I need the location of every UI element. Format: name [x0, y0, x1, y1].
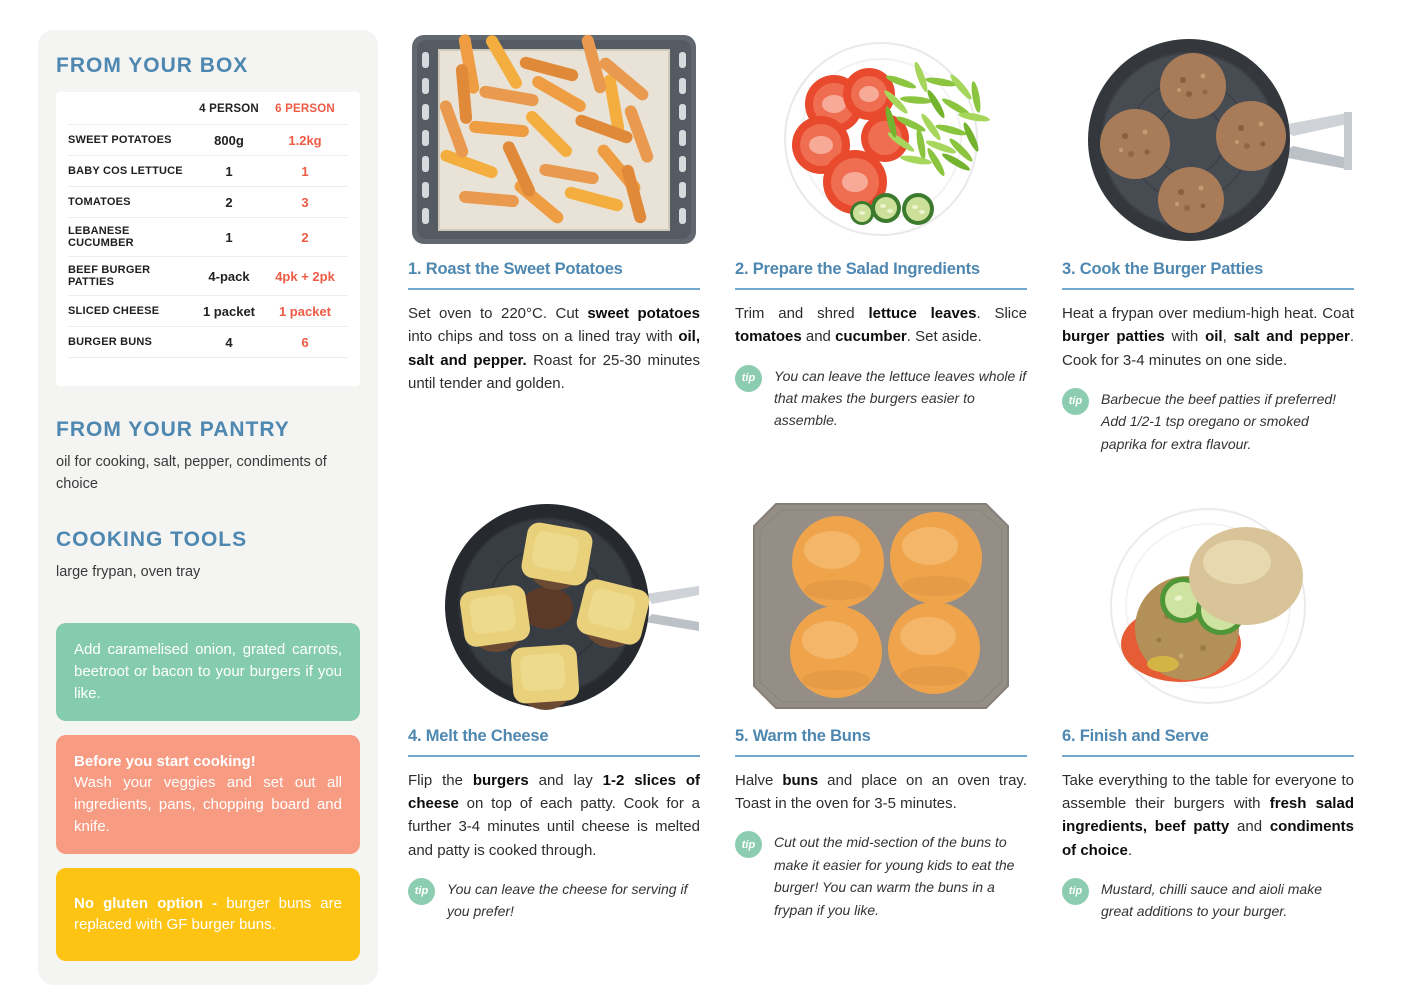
step-2-instructions: Trim and shred lettuce leaves. Slice tom…	[735, 305, 1027, 346]
step-5-title: 5. Warm the Buns	[735, 726, 871, 745]
step-3-title: 3. Cook the Burger Patties	[1062, 260, 1264, 278]
from-your-pantry-title: FROM YOUR PANTRY	[56, 418, 290, 441]
step-title-underline	[1062, 754, 1354, 757]
step-title-underline	[408, 288, 700, 290]
note-add-extras: Add caramelised onion, grated carrots, b…	[56, 623, 360, 721]
step-6-title: 6. Finish and Serve	[1062, 726, 1209, 745]
step-2-title: 2. Prepare the Salad Ingredients	[735, 260, 980, 278]
col-header-4-person: 4 PERSON	[199, 103, 259, 115]
step-title-underline	[408, 754, 700, 757]
step-2: 2. Prepare the Salad Ingredients Trim an…	[735, 30, 1027, 455]
tip-icon: tip	[1062, 387, 1089, 415]
table-header-row: 4 PERSON 6 PERSON	[68, 94, 348, 125]
cooking-tools-title: COOKING TOOLS	[56, 527, 248, 551]
step-title-underline	[735, 754, 1027, 757]
table-row: SLICED CHEESE 1 packet 1 packet	[68, 296, 348, 327]
col-header-6-person: 6 PERSON	[275, 103, 335, 115]
table-row: LEBANESE CUCUMBER 1 2	[68, 218, 348, 257]
table-row: TOMATOES 2 3	[68, 187, 348, 218]
table-row: BABY COS LETTUCE 1 1	[68, 156, 348, 187]
step-3-tip: tip Barbecue the beef patties if preferr…	[1062, 387, 1354, 455]
tip-icon: tip	[735, 364, 762, 392]
step-5-photo-buns-tray	[735, 497, 1027, 715]
note-before-cooking-title: Before you start cooking!	[74, 752, 256, 770]
sidebar: FROM YOUR BOX 4 PERSON 6 PERSON SWEET PO…	[38, 30, 378, 985]
salad-plate-illustration	[784, 41, 990, 236]
tip-icon: tip	[735, 831, 762, 859]
note-before-cooking: Before you start cooking! Wash your vegg…	[56, 734, 360, 854]
step-4-instructions: Flip the burgers and lay 1-2 slices of c…	[408, 771, 700, 859]
step-4: 4. Melt the Cheese Flip the burgers and …	[408, 497, 700, 923]
oven-tray-illustration	[412, 33, 696, 244]
pantry-text: oil for cooking, salt, pepper, condiment…	[56, 454, 327, 492]
tip-text: Barbecue the beef patties if preferred! …	[1101, 390, 1337, 452]
table-header-spacer	[68, 102, 196, 116]
step-5: 5. Warm the Buns Halve buns and place on…	[735, 497, 1027, 923]
from-your-box-title: FROM YOUR BOX	[56, 54, 249, 77]
step-2-photo-salad-plate	[735, 30, 1027, 248]
step-3-photo-patties-pan	[1062, 30, 1354, 248]
step-3: 3. Cook the Burger Patties Heat a frypan…	[1062, 30, 1354, 455]
cooking-tools-section: COOKING TOOLS large frypan, oven tray	[56, 528, 360, 584]
step-4-title: 4. Melt the Cheese	[408, 726, 549, 745]
step-2-tip: tip You can leave the lettuce leaves who…	[735, 364, 1027, 432]
ingredients-table: 4 PERSON 6 PERSON SWEET POTATOES 800g 1.…	[56, 92, 360, 386]
steps-area: 1. Roast the Sweet Potatoes Set oven to …	[408, 30, 1354, 923]
note-gluten-free: No gluten option - burger buns are repla…	[56, 867, 360, 961]
step-4-photo-cheese-pan	[408, 497, 700, 715]
step-1-instructions: Set oven to 220°C. Cut sweet potatoes in…	[408, 305, 700, 392]
buns-tray-illustration	[753, 503, 1009, 710]
step-6: 6. Finish and Serve Take everything to t…	[1062, 497, 1354, 923]
step-3-instructions: Heat a frypan over medium-high heat. Coa…	[1062, 305, 1354, 369]
step-6-photo-finished-burger	[1062, 497, 1354, 715]
tip-text: You can leave the lettuce leaves whole i…	[774, 367, 1027, 429]
note-before-cooking-text: Wash your veggies and set out all ingred…	[74, 774, 342, 835]
step-1-photo-sweet-potato-tray	[408, 30, 700, 248]
tip-icon: tip	[1062, 877, 1089, 905]
burger-plate-illustration	[1110, 508, 1306, 705]
step-title-underline	[735, 288, 1027, 290]
step-5-tip: tip Cut out the mid-section of the buns …	[735, 831, 1027, 921]
tools-text: large frypan, oven tray	[56, 563, 201, 580]
step-title-underline	[1062, 288, 1354, 290]
step-1-title: 1. Roast the Sweet Potatoes	[408, 260, 623, 278]
table-row: SWEET POTATOES 800g 1.2kg	[68, 125, 348, 156]
from-your-pantry-section: FROM YOUR PANTRY oil for cooking, salt, …	[56, 418, 360, 496]
step-6-tip: tip Mustard, chilli sauce and aioli make…	[1062, 877, 1354, 923]
step-6-instructions: Take everything to the table for everyon…	[1062, 771, 1354, 859]
tip-icon: tip	[408, 877, 435, 905]
step-5-instructions: Halve buns and place on an oven tray. To…	[735, 771, 1027, 813]
note-gluten-free-text: burger buns are replaced with GF burger …	[74, 894, 342, 934]
tip-text: You can leave the cheese for serving if …	[447, 880, 688, 920]
table-row: BURGER BUNS 4 6	[68, 327, 348, 358]
table-row: BEEF BURGER PATTIES 4-pack 4pk + 2pk	[68, 257, 348, 296]
tip-text: Cut out the mid-section of the buns to m…	[774, 834, 1015, 918]
frypan-cheese-illustration	[445, 504, 699, 711]
tip-text: Mustard, chilli sauce and aioli make gre…	[1101, 880, 1322, 920]
step-4-tip: tip You can leave the cheese for serving…	[408, 877, 700, 923]
note-gluten-free-lead: No gluten option -	[74, 894, 218, 912]
step-1: 1. Roast the Sweet Potatoes Set oven to …	[408, 30, 700, 455]
frypan-patties-illustration	[1088, 38, 1352, 241]
